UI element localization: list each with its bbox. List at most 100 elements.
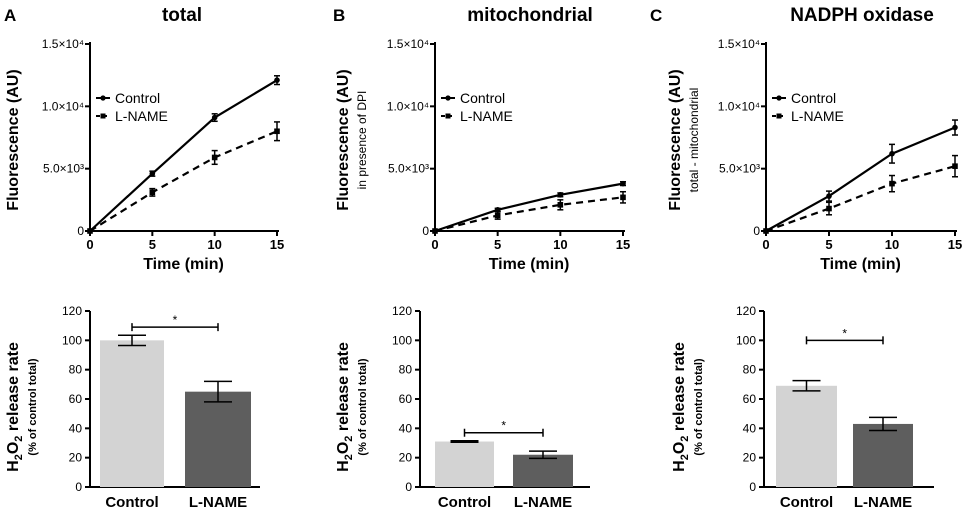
x-tick-label: 10: [885, 237, 899, 252]
x-axis-label: Time (min): [143, 256, 224, 273]
panel-letter-b: B: [333, 6, 345, 25]
x-tick-label: 10: [207, 237, 221, 252]
x-tick-label: 15: [616, 237, 630, 252]
panel-title-total: total: [162, 5, 202, 26]
data-point-control: [952, 124, 958, 131]
x-tick-label: 0: [86, 237, 93, 252]
line-b-ylabel: Fluorescence (AU): [335, 69, 352, 210]
x-axis-label: Time (min): [820, 256, 901, 273]
y-tick-label: 0: [753, 224, 760, 238]
x-axis-label: Time (min): [489, 256, 570, 273]
legend-marker: [445, 113, 451, 119]
data-point-l-name: [763, 228, 769, 234]
data-point-control: [557, 192, 564, 198]
bar-chart-mitochondrial: 0 20 40 60 80 100 120 Control L-NAME *: [392, 304, 590, 511]
bar-l-name: [185, 391, 251, 487]
data-point-l-name: [557, 202, 564, 208]
y-tick-label: 20: [399, 451, 413, 465]
bar-b-ylabel-sub: (% of control total): [357, 358, 369, 455]
series-line-control: [89, 79, 278, 232]
svg-text:H2O2 release rate: H2O2 release rate: [335, 342, 355, 472]
data-point-control: [211, 114, 218, 121]
svg-text:H2O2 release rate: H2O2 release rate: [5, 342, 25, 472]
bar-control: [100, 340, 164, 487]
y-tick-label: 120: [392, 304, 412, 318]
y-tick-label: 1.0×10⁴: [387, 99, 429, 113]
x-tick-label: 0: [762, 237, 769, 252]
y-tick-label: 40: [743, 421, 757, 435]
x-tick-label: 0: [431, 237, 438, 252]
data-point-control: [826, 193, 832, 199]
significance-star: *: [842, 326, 847, 340]
series-line-l-name: [89, 130, 278, 232]
series-line-l-name: [765, 165, 956, 233]
x-tick-label: L-NAME: [854, 494, 912, 511]
y-tick-label: 5.0×10³: [388, 162, 429, 176]
y-tick-label: 5.0×10³: [43, 162, 84, 176]
y-tick-label: 20: [743, 451, 757, 465]
line-c-ylabel: Fluorescence (AU): [667, 69, 684, 210]
bar-b-ylabel: H2O2 release rate: [335, 342, 355, 472]
x-tick-label: 10: [553, 237, 567, 252]
data-point-l-name: [211, 154, 218, 161]
data-point-control: [620, 180, 626, 187]
y-tick-label: 60: [743, 392, 757, 406]
x-tick-label: 5: [825, 237, 832, 252]
legend-label-l-name: L-NAME: [460, 108, 513, 124]
significance-star: *: [173, 313, 178, 327]
legend-label-control: Control: [791, 90, 836, 106]
bar-l-name: [853, 423, 913, 487]
panel-title-nadph-oxidase: NADPH oxidase: [790, 5, 934, 26]
x-tick-label: Control: [780, 494, 833, 511]
y-tick-label: 1.0×10⁴: [718, 99, 760, 113]
x-tick-label: L-NAME: [189, 494, 247, 511]
y-tick-label: 0: [749, 480, 756, 494]
y-tick-label: 120: [62, 304, 82, 318]
y-tick-label: 100: [392, 333, 412, 347]
data-point-l-name: [826, 205, 832, 212]
x-tick-label: Control: [438, 494, 491, 511]
y-tick-label: 40: [399, 421, 413, 435]
y-tick-label: 80: [743, 363, 757, 377]
y-tick-label: 80: [399, 363, 413, 377]
panel-title-mitochondrial: mitochondrial: [467, 5, 593, 26]
data-point-l-name: [274, 128, 280, 135]
series-line-control: [434, 182, 624, 233]
legend-marker: [776, 113, 782, 119]
y-tick-label: 0: [405, 480, 412, 494]
line-c-ylabel-sub: total - mitochondrial: [687, 88, 701, 193]
legend-marker: [445, 95, 451, 101]
y-tick-label: 60: [399, 392, 413, 406]
legend-marker: [100, 95, 106, 101]
svg-text:H2O2 release rate: H2O2 release rate: [671, 342, 691, 472]
line-chart-total: 0 5.0×10³ 1.0×10⁴ 1.5×10⁴ 0 5 10 15 Time (min) Co…: [42, 37, 284, 273]
series-line-l-name: [434, 196, 624, 233]
legend-label-l-name: L-NAME: [791, 108, 844, 124]
data-point-l-name: [87, 228, 93, 234]
data-point-l-name: [149, 189, 156, 196]
data-point-control: [274, 77, 280, 83]
panel-letter-a: A: [4, 6, 16, 25]
y-tick-label: 120: [736, 304, 756, 318]
x-tick-label: 5: [149, 237, 156, 252]
data-point-l-name: [952, 163, 958, 169]
y-tick-label: 1.5×10⁴: [42, 37, 84, 51]
y-tick-label: 0: [77, 224, 84, 238]
data-point-l-name: [620, 194, 626, 201]
y-tick-label: 80: [69, 363, 83, 377]
x-tick-label: 15: [270, 237, 284, 252]
bar-chart-total: 0 20 40 60 80 100 120 Control L-NAME *: [62, 304, 260, 511]
data-point-l-name: [494, 212, 501, 219]
legend-marker: [100, 113, 106, 119]
x-tick-label: L-NAME: [514, 494, 572, 511]
y-tick-label: 40: [69, 421, 83, 435]
line-b-ylabel-sub: in presence of DPI: [355, 91, 369, 190]
bar-a-ylabel-sub: (% of control total): [27, 358, 39, 455]
y-tick-label: 60: [69, 392, 83, 406]
y-tick-label: 0: [422, 224, 429, 238]
bar-chart-nadph-oxidase: 0 20 40 60 80 100 120 Control L-NAME *: [736, 304, 934, 511]
bar-c-ylabel: H2O2 release rate: [671, 342, 691, 472]
line-a-ylabel: Fluorescence (AU): [5, 69, 22, 210]
bar-c-ylabel-sub: (% of control total): [693, 358, 705, 455]
legend-marker: [776, 95, 782, 101]
